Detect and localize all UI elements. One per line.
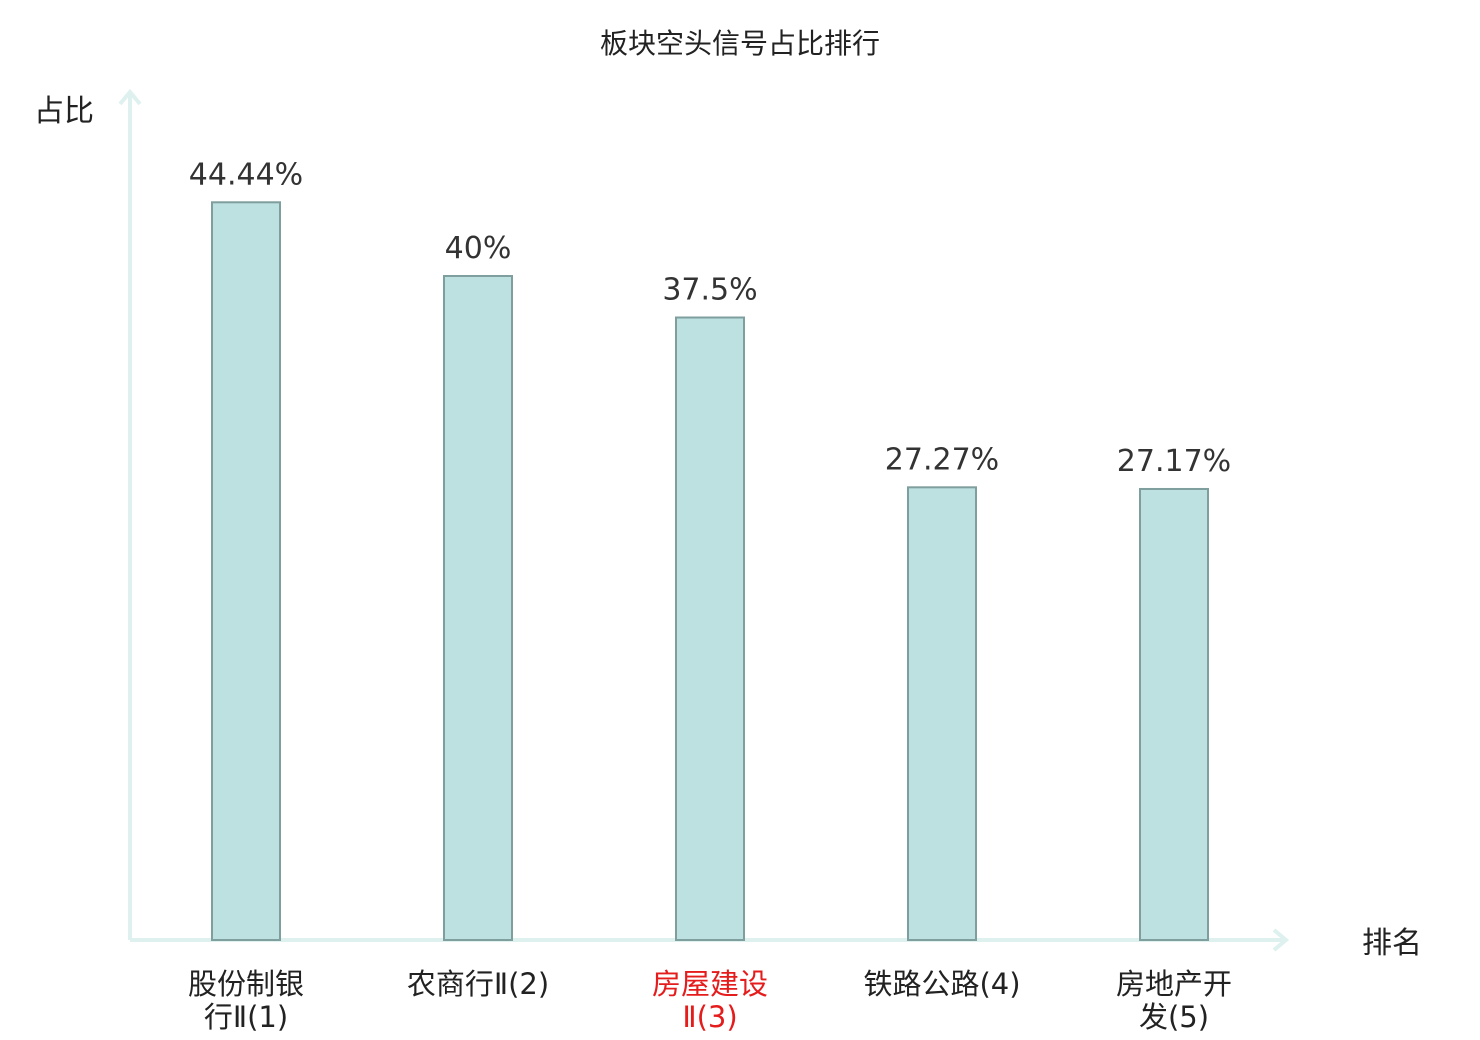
value-label-2: 40% [445, 231, 512, 266]
value-label-3: 37.5% [662, 273, 757, 308]
category-label-5: 房地产开发(5) [1116, 967, 1232, 1034]
category-label-2: 农商行Ⅱ(2) [407, 967, 549, 1001]
bar-1 [211, 201, 281, 941]
x-axis-arrowhead [1272, 928, 1290, 952]
y-axis-arrowhead [118, 88, 142, 106]
value-label-1: 44.44% [189, 157, 303, 192]
category-label-1: 股份制银行Ⅱ(1) [188, 967, 304, 1034]
category-label-3: 房屋建设 Ⅱ(3) [652, 967, 768, 1034]
x-axis-label: 排名 [1362, 926, 1422, 961]
value-labels-group: 44.44% 40% 37.5% 27.27% 27.17% [189, 157, 1231, 479]
bars-group [211, 201, 1209, 941]
value-label-4: 27.27% [885, 442, 999, 477]
bar-3 [675, 316, 745, 941]
value-label-5: 27.17% [1117, 444, 1231, 479]
chart-title: 板块空头信号占比排行 [600, 27, 880, 60]
bar-4 [907, 486, 977, 941]
bar-2 [443, 275, 513, 941]
category-labels-group: 股份制银行Ⅱ(1) 农商行Ⅱ(2) 房屋建设 Ⅱ(3) 铁路公路(4) 房地产开发(5) [188, 967, 1232, 1034]
category-label-4: 铁路公路(4) [863, 967, 1020, 1001]
bar-5 [1139, 487, 1209, 941]
y-axis-label: 占比 [34, 94, 94, 129]
